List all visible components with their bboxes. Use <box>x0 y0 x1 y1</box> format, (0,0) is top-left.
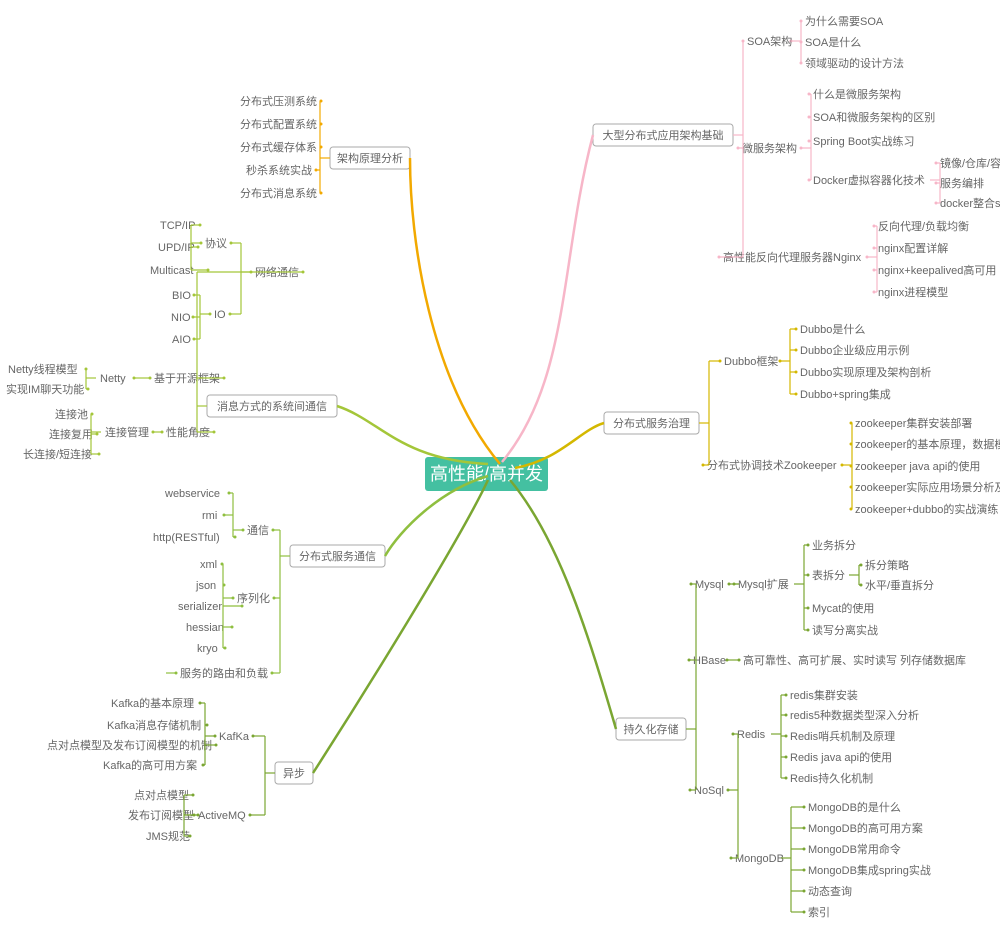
svg-text:Kafka的高可用方案: Kafka的高可用方案 <box>103 758 197 772</box>
svg-text:分布式消息系统: 分布式消息系统 <box>240 186 317 200</box>
svg-text:IO: IO <box>214 309 226 321</box>
svg-text:NoSql: NoSql <box>694 785 724 797</box>
svg-text:MongoDB的高可用方案: MongoDB的高可用方案 <box>808 821 923 835</box>
svg-text:MongoDB常用命令: MongoDB常用命令 <box>808 842 901 856</box>
svg-text:分布式服务通信: 分布式服务通信 <box>299 550 376 563</box>
svg-text:索引: 索引 <box>808 905 830 919</box>
svg-text:持久化存储: 持久化存储 <box>624 722 679 736</box>
svg-text:nginx进程模型: nginx进程模型 <box>878 285 948 299</box>
svg-text:序列化: 序列化 <box>237 591 270 605</box>
svg-text:TCP/IP: TCP/IP <box>160 220 195 232</box>
svg-text:AIO: AIO <box>172 334 191 346</box>
svg-text:服务编排: 服务编排 <box>940 176 984 190</box>
svg-text:什么是微服务架构: 什么是微服务架构 <box>813 87 901 101</box>
svg-text:Mysql: Mysql <box>695 579 724 591</box>
svg-text:异步: 异步 <box>283 767 305 780</box>
svg-text:Redis java api的使用: Redis java api的使用 <box>790 750 892 764</box>
svg-text:json: json <box>195 580 216 592</box>
svg-text:xml: xml <box>200 559 217 571</box>
mindmap-canvas: 架构原理分析 分布式压测系统分布式配置系统分布式缓存体系秒杀系统实战分布式消息系统… <box>0 0 1000 928</box>
svg-text:Kafka消息存储机制: Kafka消息存储机制 <box>107 718 201 732</box>
svg-text:http(RESTful): http(RESTful) <box>153 532 220 544</box>
svg-text:docker整合spring boot: docker整合spring boot <box>940 196 1000 210</box>
svg-text:serializer: serializer <box>178 601 222 613</box>
svg-text:实现IM聊天功能: 实现IM聊天功能 <box>6 382 84 396</box>
svg-text:Docker虚拟容器化技术: Docker虚拟容器化技术 <box>813 173 925 187</box>
svg-text:HBase: HBase <box>693 655 726 667</box>
svg-text:连接池: 连接池 <box>55 408 88 421</box>
svg-text:ActiveMQ: ActiveMQ <box>198 810 246 822</box>
svg-text:redis集群安装: redis集群安装 <box>790 688 858 702</box>
svg-text:消息方式的系统间通信: 消息方式的系统间通信 <box>217 399 327 413</box>
svg-text:redis5种数据类型深入分析: redis5种数据类型深入分析 <box>790 708 919 722</box>
svg-text:点对点模型: 点对点模型 <box>134 788 189 802</box>
svg-text:SOA架构: SOA架构 <box>747 34 792 48</box>
svg-text:Redis持久化机制: Redis持久化机制 <box>790 771 873 785</box>
svg-text:NIO: NIO <box>171 312 191 324</box>
svg-text:Netty线程模型: Netty线程模型 <box>8 362 78 376</box>
svg-text:zookeeper集群安装部署: zookeeper集群安装部署 <box>855 416 972 430</box>
svg-text:秒杀系统实战: 秒杀系统实战 <box>246 163 312 177</box>
svg-text:点对点模型及发布订阅模型的机制: 点对点模型及发布订阅模型的机制 <box>47 738 212 752</box>
svg-text:MongoDB集成spring实战: MongoDB集成spring实战 <box>808 863 931 877</box>
svg-text:分布式服务治理: 分布式服务治理 <box>613 416 690 430</box>
svg-text:连接复用: 连接复用 <box>49 427 93 441</box>
svg-text:Dubbo+spring集成: Dubbo+spring集成 <box>800 387 891 401</box>
svg-text:Mysql扩展: Mysql扩展 <box>738 577 789 591</box>
svg-text:分布式压测系统: 分布式压测系统 <box>240 95 317 108</box>
svg-text:业务拆分: 业务拆分 <box>812 538 856 552</box>
svg-text:连接管理: 连接管理 <box>105 425 149 439</box>
svg-text:拆分策略: 拆分策略 <box>865 558 909 572</box>
svg-text:服务的路由和负载: 服务的路由和负载 <box>180 666 268 680</box>
svg-text:rmi: rmi <box>202 510 217 522</box>
svg-text:表拆分: 表拆分 <box>812 568 845 582</box>
svg-text:Dubbo是什么: Dubbo是什么 <box>800 323 865 336</box>
svg-text:Dubbo实现原理及架构剖析: Dubbo实现原理及架构剖析 <box>800 365 931 379</box>
svg-text:分布式协调技术Zookeeper: 分布式协调技术Zookeeper <box>707 458 837 472</box>
svg-text:协议: 协议 <box>205 236 227 250</box>
svg-text:KafKa: KafKa <box>219 731 250 743</box>
svg-text:微服务架构: 微服务架构 <box>742 141 797 155</box>
svg-text:Dubbo企业级应用示例: Dubbo企业级应用示例 <box>800 343 909 357</box>
svg-text:通信: 通信 <box>247 524 269 537</box>
svg-text:zookeeper java api的使用: zookeeper java api的使用 <box>855 459 980 473</box>
svg-text:zookeeper实际应用场景分析及实战: zookeeper实际应用场景分析及实战 <box>855 480 1000 494</box>
svg-text:SOA是什么: SOA是什么 <box>805 36 861 49</box>
svg-text:Redis: Redis <box>737 729 766 741</box>
svg-text:Kafka的基本原理: Kafka的基本原理 <box>111 696 194 710</box>
svg-text:镜像/仓库/容器: 镜像/仓库/容器 <box>940 156 1000 170</box>
svg-text:nginx+keepalived高可用: nginx+keepalived高可用 <box>878 263 996 277</box>
svg-text:SOA和微服务架构的区别: SOA和微服务架构的区别 <box>813 110 935 124</box>
svg-text:nginx配置详解: nginx配置详解 <box>878 241 948 255</box>
svg-text:架构原理分析: 架构原理分析 <box>337 151 403 165</box>
svg-text:高性能反向代理服务器Nginx: 高性能反向代理服务器Nginx <box>723 250 862 264</box>
svg-text:BIO: BIO <box>172 290 191 302</box>
svg-text:分布式缓存体系: 分布式缓存体系 <box>240 140 317 154</box>
svg-text:hessian: hessian <box>186 622 224 634</box>
svg-text:Multicast: Multicast <box>150 265 193 277</box>
svg-text:大型分布式应用架构基础: 大型分布式应用架构基础 <box>603 128 724 142</box>
svg-text:Redis哨兵机制及原理: Redis哨兵机制及原理 <box>790 729 895 743</box>
svg-text:zookeeper+dubbo的实战演练: zookeeper+dubbo的实战演练 <box>855 502 998 516</box>
svg-text:kryo: kryo <box>197 643 218 655</box>
svg-text:MongoDB: MongoDB <box>735 853 784 865</box>
svg-text:Dubbo框架: Dubbo框架 <box>724 355 778 368</box>
svg-text:webservice: webservice <box>164 488 220 500</box>
svg-text:Spring Boot实战练习: Spring Boot实战练习 <box>813 134 914 148</box>
svg-text:分布式配置系统: 分布式配置系统 <box>240 118 317 131</box>
svg-text:高可靠性、高可扩展、实时读写 列存储数据库: 高可靠性、高可扩展、实时读写 列存储数据库 <box>743 653 966 667</box>
svg-text:为什么需要SOA: 为什么需要SOA <box>805 15 884 28</box>
svg-text:水平/垂直拆分: 水平/垂直拆分 <box>865 578 934 592</box>
svg-text:动态查询: 动态查询 <box>808 884 852 898</box>
svg-text:Netty: Netty <box>100 373 126 385</box>
svg-text:读写分离实战: 读写分离实战 <box>812 623 878 637</box>
svg-text:反向代理/负载均衡: 反向代理/负载均衡 <box>878 219 969 233</box>
svg-text:Mycat的使用: Mycat的使用 <box>812 601 874 615</box>
svg-text:zookeeper的基本原理，数据模型: zookeeper的基本原理，数据模型 <box>855 437 1000 451</box>
svg-text:UPD/IP: UPD/IP <box>158 242 195 254</box>
svg-text:长连接/短连接: 长连接/短连接 <box>23 447 92 461</box>
svg-text:MongoDB的是什么: MongoDB的是什么 <box>808 800 901 814</box>
svg-text:领域驱动的设计方法: 领域驱动的设计方法 <box>805 56 904 70</box>
connectors <box>149 40 869 817</box>
